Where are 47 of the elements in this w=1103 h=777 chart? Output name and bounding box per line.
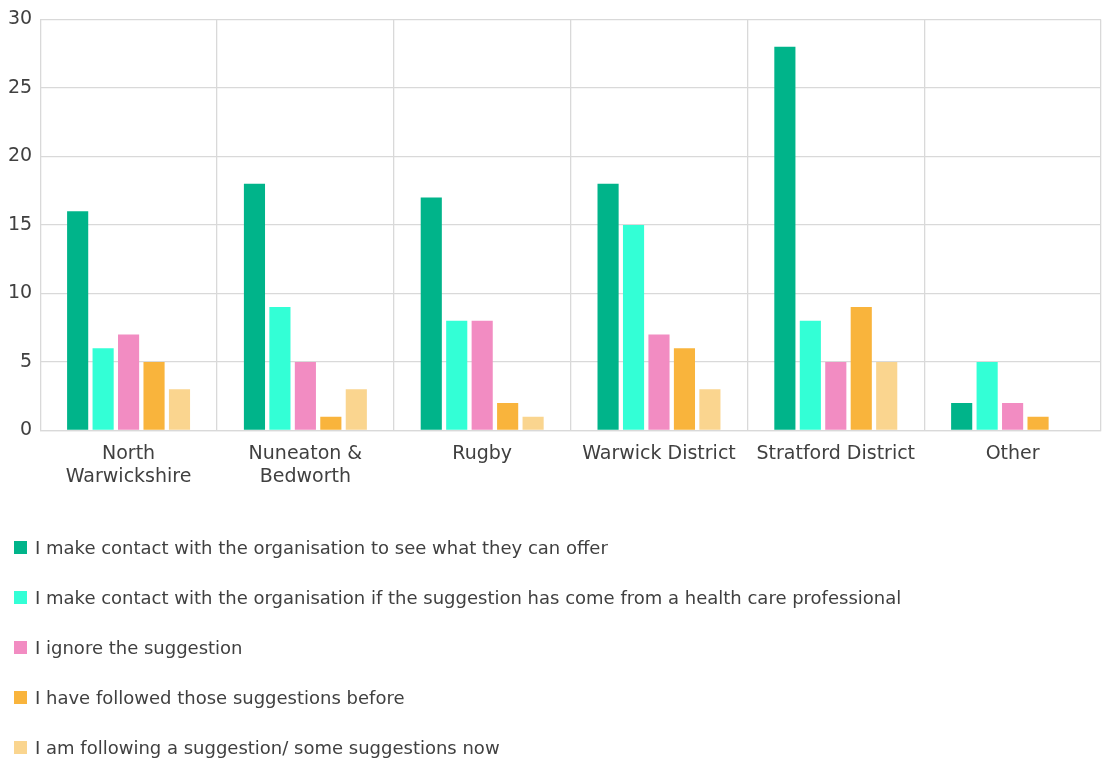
bar — [294, 361, 316, 430]
bar — [976, 361, 998, 430]
x-tick-label: Warwick District — [582, 440, 736, 463]
y-tick-label: 15 — [7, 211, 33, 234]
bar — [1002, 403, 1024, 430]
bar — [118, 334, 140, 430]
bar — [67, 211, 89, 430]
y-tick-label: 30 — [7, 6, 33, 29]
y-tick-label: 20 — [7, 143, 33, 166]
y-tick-label: 0 — [20, 417, 33, 440]
y-tick-label: 25 — [7, 74, 33, 97]
bar — [876, 361, 898, 430]
legend-label: I make contact with the organisation if the suggestion has come from a health care professional — [35, 586, 902, 608]
legend-label: I make contact with the organisation to see what they can offer — [35, 536, 608, 558]
bar — [345, 389, 367, 430]
bar — [699, 389, 721, 430]
bar — [673, 348, 696, 430]
bar — [850, 307, 872, 430]
bar — [497, 403, 519, 430]
bar — [320, 416, 342, 430]
bar — [522, 416, 544, 430]
x-tick-label: North Warwickshire — [65, 440, 192, 486]
legend-label: I have followed those suggestions before — [35, 686, 405, 708]
bar — [799, 320, 821, 430]
bar — [143, 361, 165, 430]
bar — [446, 320, 468, 430]
bar — [597, 183, 619, 430]
y-tick-label: 10 — [7, 280, 33, 303]
bar — [1027, 416, 1049, 430]
y-tick-label: 5 — [20, 348, 33, 371]
bar — [825, 361, 847, 430]
x-tick-label: Rugby — [452, 440, 513, 463]
legend-label: I am following a suggestion/ some suggestions now — [35, 736, 500, 758]
x-tick-label: Other — [985, 440, 1040, 463]
bar — [774, 46, 796, 430]
bar — [648, 334, 670, 430]
bar — [269, 307, 291, 430]
bar — [168, 389, 191, 430]
legend-label: I ignore the suggestion — [35, 636, 243, 658]
bar — [92, 348, 114, 430]
bar — [951, 403, 973, 430]
bar — [471, 320, 493, 430]
bar — [243, 183, 266, 430]
bar — [420, 197, 442, 430]
x-tick-label: Nuneaton & Bedworth — [248, 440, 363, 486]
x-tick-label: Stratford District — [756, 440, 916, 463]
bar — [622, 224, 645, 430]
